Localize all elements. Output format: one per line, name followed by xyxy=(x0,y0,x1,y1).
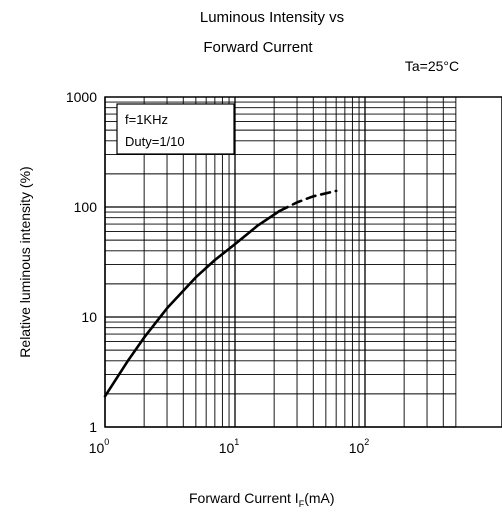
legend-box: f=1KHz Duty=1/10 xyxy=(116,103,235,155)
solid-curve xyxy=(103,209,281,398)
legend-box-frame xyxy=(116,103,235,155)
y-tick-label: 1000 xyxy=(66,89,97,105)
y-tick-label: 10 xyxy=(81,309,97,325)
curves xyxy=(103,189,338,398)
y-tick-label: 100 xyxy=(74,199,98,215)
temperature-condition: Ta=25°C xyxy=(405,58,459,74)
x-tick-label: 101 xyxy=(219,437,240,456)
x-tick-exponent: 0 xyxy=(104,437,109,447)
x-axis-label: Forward Current IF(mA) xyxy=(189,490,335,509)
duty-label: Duty=1/10 xyxy=(125,134,185,149)
x-tick-base: 10 xyxy=(219,440,235,456)
x-tick-label: 100 xyxy=(89,437,110,456)
y-axis-label: Relative luminous intensity (%) xyxy=(17,166,33,357)
chart-title-line2: Forward Current xyxy=(203,39,313,56)
x-tick-exponent: 1 xyxy=(234,437,239,447)
y-tick-labels: 1 10 100 1000 xyxy=(66,89,97,435)
plot-frame xyxy=(104,96,502,428)
x-tick-label: 102 xyxy=(349,437,370,456)
x-tick-base: 10 xyxy=(349,440,365,456)
x-axis-label-main: Forward Current I xyxy=(189,490,299,506)
x-tick-base: 10 xyxy=(89,440,105,456)
y-tick-label: 1 xyxy=(89,419,97,435)
frequency-label: f=1KHz xyxy=(125,112,168,127)
x-axis-label-subscript: F xyxy=(299,499,305,509)
x-tick-exponent: 2 xyxy=(364,437,369,447)
x-tick-labels: 100 101 102 xyxy=(89,437,370,456)
chart-title-line1: Luminous Intensity vs xyxy=(200,9,344,26)
x-axis-label-unit: (mA) xyxy=(304,490,334,506)
dashed-curve xyxy=(278,189,338,213)
